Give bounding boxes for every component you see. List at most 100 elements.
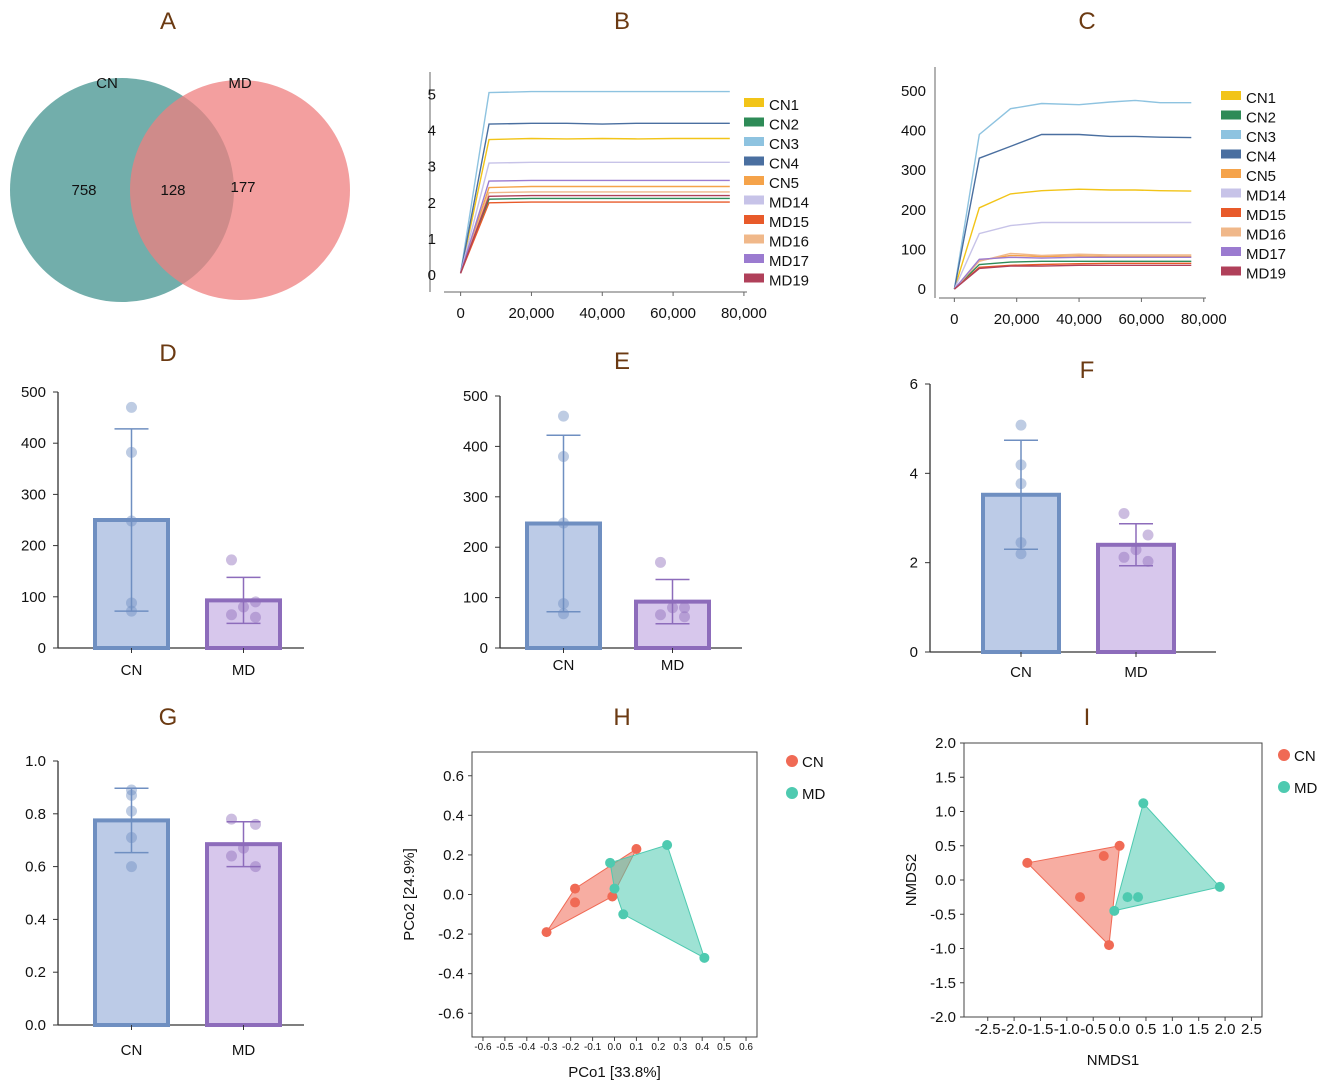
legend-swatch-CN2 — [744, 117, 764, 127]
series-line-MD17 — [953, 256, 1192, 290]
venn-set-label-md: MD — [228, 75, 251, 92]
legend-swatch-CN1 — [1221, 91, 1241, 100]
group-hull-MD — [609, 844, 706, 959]
legend-swatch-MD16 — [744, 234, 764, 244]
y-tick-label: 0.2 — [443, 847, 464, 864]
y-tick-label: -0.6 — [438, 1005, 464, 1022]
y-tick-label: -2.0 — [930, 1009, 956, 1026]
bar-chart-F: 0 2 4 6 CN MD — [910, 376, 1216, 681]
x-tick-label: 0.1 — [629, 1042, 643, 1053]
x-tick-label: 0.0 — [1109, 1021, 1130, 1038]
sample-point-MD — [699, 952, 710, 963]
category-label-MD: MD — [661, 657, 684, 674]
y-tick-label: 500 — [21, 384, 46, 401]
x-tick-label: -0.6 — [474, 1042, 492, 1053]
sample-point-CN — [570, 897, 581, 908]
legend-swatch-MD19 — [744, 273, 764, 283]
data-point-MD — [1118, 508, 1130, 520]
sample-point-MD — [1109, 905, 1120, 916]
data-point-CN — [1015, 478, 1027, 490]
x-tick-label: 0.5 — [717, 1042, 731, 1053]
sample-point-MD — [1122, 892, 1133, 903]
y-tick-label: 300 — [901, 162, 926, 179]
sample-point-MD — [662, 840, 673, 851]
x-tick-label: -1.5 — [1028, 1021, 1054, 1038]
data-point-CN — [558, 608, 569, 620]
ordination-chart-I: -2.5 -2.0 -1.5 -1.0 -0.5 0.0 0.5 1.0 1.5 2.0 2.5-2… — [903, 735, 1317, 1069]
legend-label-MD14: MD14 — [769, 195, 809, 212]
legend-label-MD15: MD15 — [769, 214, 809, 231]
x-tick-label: 60,000 — [1118, 311, 1164, 328]
y-tick-label: 300 — [463, 489, 488, 506]
legend-label-CN5: CN5 — [769, 175, 799, 192]
category-label-CN: CN — [121, 1042, 143, 1059]
y-tick-label: 1 — [428, 231, 436, 248]
y-tick-label: 400 — [21, 435, 46, 452]
data-point-MD — [655, 556, 666, 568]
legend-label-MD19: MD19 — [1246, 266, 1286, 283]
legend-label-CN2: CN2 — [769, 117, 799, 134]
data-point-MD — [226, 554, 237, 566]
data-point-MD — [655, 609, 666, 621]
data-point-CN — [1015, 419, 1027, 431]
series-line-MD15 — [953, 262, 1192, 290]
legend-label-CN3: CN3 — [1246, 129, 1276, 146]
sample-point-MD — [609, 883, 620, 894]
panel-label-C: C — [1078, 8, 1095, 35]
x-tick-label: 40,000 — [1056, 311, 1102, 328]
data-point-MD — [1130, 544, 1142, 556]
x-tick-label: 0 — [456, 305, 464, 322]
sample-point-MD — [1133, 892, 1144, 903]
data-point-CN — [126, 832, 137, 844]
sample-point-MD — [605, 857, 616, 868]
legend-label-CN4: CN4 — [769, 156, 799, 173]
legend-swatch-CN2 — [1221, 110, 1241, 120]
y-tick-label: 400 — [463, 438, 488, 455]
data-point-CN — [1015, 548, 1027, 560]
y-tick-label: 0 — [38, 640, 46, 657]
legend-marker-MD — [1278, 781, 1290, 793]
legend-label-MD19: MD19 — [769, 273, 809, 290]
bar-chart-G: 0.0 0.2 0.4 0.6 0.8 1.0 CN MD — [25, 753, 304, 1059]
sample-point-CN — [631, 843, 642, 854]
series-line-CN3 — [953, 99, 1192, 290]
x-tick-label: 80,000 — [721, 305, 767, 322]
legend-swatch-CN4 — [1221, 149, 1241, 159]
sample-point-MD — [1214, 881, 1225, 892]
y-axis-title: PCo2 [24.9%] — [401, 848, 418, 941]
data-point-MD — [238, 601, 249, 613]
legend-swatch-MD17 — [744, 254, 764, 263]
data-point-MD — [679, 611, 690, 623]
legend-marker-CN — [1278, 749, 1290, 761]
legend-swatch-MD16 — [1221, 227, 1241, 237]
data-point-CN — [126, 515, 137, 527]
category-label-CN: CN — [1010, 664, 1032, 681]
y-tick-label: 0.6 — [25, 859, 46, 876]
bar-chart-E: 0 100 200 300 400 500 CN MD — [463, 388, 742, 674]
legend-label-CN2: CN2 — [1246, 110, 1276, 127]
y-tick-label: 0.0 — [935, 872, 956, 889]
series-line-CN3 — [459, 90, 730, 274]
legend-label-MD: MD — [802, 786, 825, 803]
bar-chart-D: 0 100 200 300 400 500 CN MD — [21, 384, 304, 679]
legend-label-CN5: CN5 — [1246, 168, 1276, 185]
series-line-MD15 — [459, 201, 730, 274]
x-tick-label: 0.3 — [673, 1042, 687, 1053]
legend-swatch-CN4 — [744, 156, 764, 166]
legend-swatch-CN3 — [744, 137, 764, 146]
y-tick-label: 3 — [428, 159, 436, 176]
data-point-MD — [250, 596, 261, 608]
data-point-MD — [226, 609, 237, 621]
y-tick-label: 1.0 — [25, 753, 46, 770]
legend-label-CN: CN — [1294, 748, 1316, 765]
panel-label-D: D — [159, 340, 176, 367]
group-hull-CN — [1026, 845, 1121, 947]
category-label-MD: MD — [232, 662, 255, 679]
sample-point-CN — [570, 883, 581, 894]
x-tick-label: 0.4 — [695, 1042, 709, 1053]
y-tick-label: 0.5 — [935, 838, 956, 855]
group-hull-MD — [1113, 802, 1221, 912]
sample-point-CN — [1022, 857, 1033, 868]
sample-point-MD — [1138, 798, 1149, 809]
legend-label-MD17: MD17 — [1246, 246, 1286, 263]
